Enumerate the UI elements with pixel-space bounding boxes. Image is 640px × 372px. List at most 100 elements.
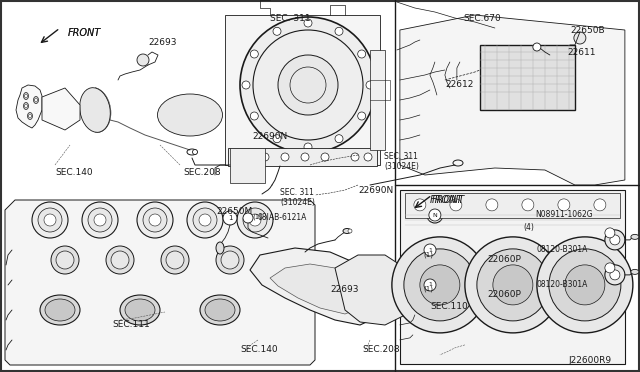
Text: SEC. 311: SEC. 311 xyxy=(270,14,310,23)
Circle shape xyxy=(243,208,267,232)
Bar xyxy=(405,193,620,218)
Text: SEC. 311: SEC. 311 xyxy=(384,152,418,161)
Text: SEC.140: SEC.140 xyxy=(240,345,278,354)
Circle shape xyxy=(223,211,237,225)
Text: 22650B: 22650B xyxy=(570,26,605,35)
Text: SEC.208: SEC.208 xyxy=(183,168,221,177)
Circle shape xyxy=(465,237,561,333)
Circle shape xyxy=(427,207,443,223)
Ellipse shape xyxy=(343,228,351,234)
Circle shape xyxy=(161,246,189,274)
Circle shape xyxy=(304,143,312,151)
Text: FRONT: FRONT xyxy=(430,195,463,205)
Circle shape xyxy=(549,249,621,321)
Text: 22690N: 22690N xyxy=(358,186,393,195)
Circle shape xyxy=(193,208,217,232)
Text: 22611: 22611 xyxy=(567,48,595,57)
Circle shape xyxy=(137,202,173,238)
Circle shape xyxy=(281,153,289,161)
Circle shape xyxy=(414,199,426,211)
Circle shape xyxy=(358,50,365,58)
Circle shape xyxy=(32,202,68,238)
Circle shape xyxy=(273,135,281,143)
Circle shape xyxy=(610,270,620,280)
Circle shape xyxy=(82,202,118,238)
Polygon shape xyxy=(250,248,385,325)
Text: 22693: 22693 xyxy=(330,285,358,294)
Text: 22690N: 22690N xyxy=(252,132,287,141)
Text: 08120-B301A: 08120-B301A xyxy=(537,280,588,289)
Polygon shape xyxy=(270,264,365,314)
Text: (31024E): (31024E) xyxy=(384,162,419,171)
Polygon shape xyxy=(335,255,410,325)
Text: N: N xyxy=(433,212,437,218)
Ellipse shape xyxy=(216,242,224,254)
Circle shape xyxy=(273,27,281,35)
Circle shape xyxy=(404,249,476,321)
Circle shape xyxy=(250,50,259,58)
Circle shape xyxy=(558,199,570,211)
Polygon shape xyxy=(42,88,80,130)
Text: 1: 1 xyxy=(428,247,432,253)
Bar xyxy=(370,50,385,150)
Ellipse shape xyxy=(200,295,240,325)
Text: FRONT: FRONT xyxy=(68,28,101,38)
Circle shape xyxy=(364,153,372,161)
Circle shape xyxy=(301,153,309,161)
Circle shape xyxy=(137,54,149,66)
Text: 22650M: 22650M xyxy=(216,207,252,216)
Circle shape xyxy=(94,214,106,226)
Circle shape xyxy=(143,208,167,232)
Circle shape xyxy=(392,237,488,333)
Text: 08IAB-6121A: 08IAB-6121A xyxy=(258,213,307,222)
Circle shape xyxy=(304,19,312,27)
Text: (1): (1) xyxy=(423,251,433,257)
Circle shape xyxy=(348,229,352,233)
Circle shape xyxy=(486,199,498,211)
Bar xyxy=(228,148,377,166)
Ellipse shape xyxy=(80,88,110,132)
Text: 22060P: 22060P xyxy=(487,290,521,299)
Circle shape xyxy=(522,199,534,211)
Circle shape xyxy=(605,228,615,238)
Circle shape xyxy=(250,112,259,120)
Circle shape xyxy=(477,249,549,321)
Text: N08911-1062G: N08911-1062G xyxy=(535,210,593,219)
Text: FRONT: FRONT xyxy=(68,28,101,38)
Circle shape xyxy=(537,237,633,333)
Circle shape xyxy=(610,235,620,245)
Circle shape xyxy=(106,246,134,274)
Circle shape xyxy=(88,208,112,232)
Circle shape xyxy=(249,214,261,226)
Ellipse shape xyxy=(631,269,639,275)
Circle shape xyxy=(166,251,184,269)
Circle shape xyxy=(193,150,198,154)
Text: 22612: 22612 xyxy=(445,80,474,89)
Circle shape xyxy=(605,265,625,285)
Circle shape xyxy=(241,153,249,161)
Ellipse shape xyxy=(40,295,80,325)
Circle shape xyxy=(38,208,62,232)
Circle shape xyxy=(243,213,253,223)
Text: FRONT: FRONT xyxy=(432,195,465,205)
Circle shape xyxy=(335,27,343,35)
Text: 1: 1 xyxy=(428,282,432,288)
Circle shape xyxy=(335,135,343,143)
Bar xyxy=(230,148,265,183)
Ellipse shape xyxy=(205,299,235,321)
Bar xyxy=(225,15,380,165)
Text: (1): (1) xyxy=(423,286,433,292)
Polygon shape xyxy=(5,200,315,365)
Circle shape xyxy=(605,230,625,250)
Polygon shape xyxy=(400,190,625,364)
Circle shape xyxy=(366,81,374,89)
Polygon shape xyxy=(400,15,625,185)
Text: SEC.110: SEC.110 xyxy=(430,302,468,311)
Circle shape xyxy=(221,251,239,269)
Circle shape xyxy=(424,279,436,291)
Bar xyxy=(480,45,575,110)
Ellipse shape xyxy=(631,234,639,240)
Circle shape xyxy=(594,199,606,211)
Text: 1: 1 xyxy=(228,215,232,221)
Circle shape xyxy=(533,43,541,51)
